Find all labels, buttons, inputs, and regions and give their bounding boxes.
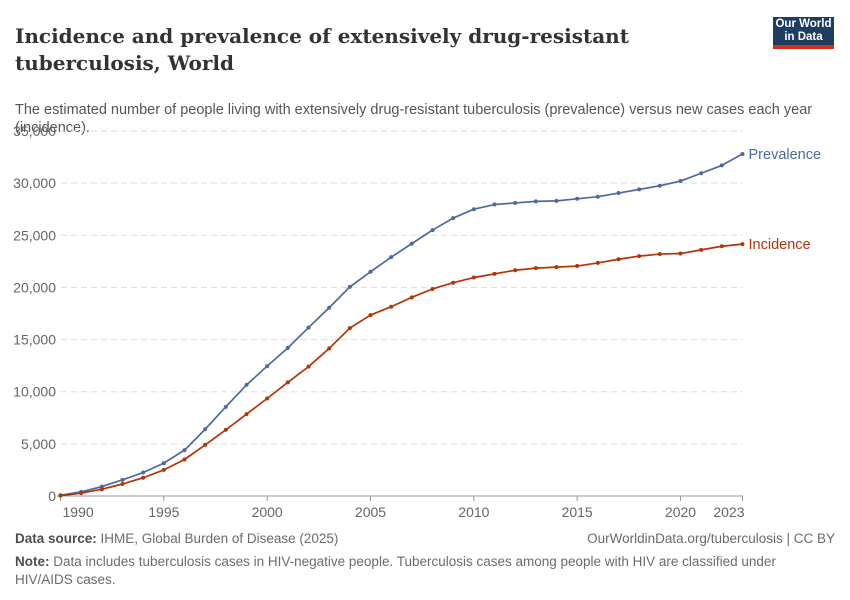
data-point-prevalence[interactable] (306, 325, 311, 330)
x-axis-tick-label: 2015 (562, 504, 593, 520)
data-point-incidence[interactable] (79, 491, 84, 496)
line-chart-canvas[interactable]: 0 5,000 10,000 15,000 20,000 25,000 30,000 35,0… (0, 120, 850, 530)
data-point-incidence[interactable] (740, 242, 745, 247)
data-point-incidence[interactable] (141, 475, 146, 480)
x-axis-tick-label: 2020 (665, 504, 696, 520)
series-line-incidence (59, 243, 744, 497)
data-point-prevalence[interactable] (265, 364, 270, 369)
x-axis-tick-label: 2005 (355, 504, 386, 520)
data-point-prevalence[interactable] (657, 183, 662, 188)
data-source-label: Data source: (15, 531, 97, 546)
data-point-prevalence[interactable] (471, 207, 476, 212)
data-point-incidence[interactable] (554, 265, 559, 270)
data-point-incidence[interactable] (533, 266, 538, 271)
data-point-prevalence[interactable] (327, 305, 332, 310)
data-point-incidence[interactable] (451, 280, 456, 285)
y-axis-tick-label: 30,000 (13, 175, 56, 191)
data-point-incidence[interactable] (347, 326, 352, 331)
data-point-prevalence[interactable] (430, 228, 435, 233)
data-point-prevalence[interactable] (244, 382, 249, 387)
data-point-incidence[interactable] (306, 364, 311, 369)
y-axis-tick-label: 5,000 (21, 436, 56, 452)
data-point-prevalence[interactable] (699, 171, 704, 176)
owid-logo[interactable]: Our World in Data (773, 17, 834, 49)
data-point-prevalence[interactable] (616, 191, 621, 196)
data-point-prevalence[interactable] (182, 448, 187, 453)
y-axis-tick-label: 35,000 (13, 123, 56, 139)
x-axis-tick-label: 2010 (458, 504, 489, 520)
footnote: Note: Data includes tuberculosis cases i… (15, 553, 815, 589)
data-point-incidence[interactable] (409, 295, 414, 300)
data-point-incidence[interactable] (471, 275, 476, 280)
data-point-prevalence[interactable] (595, 194, 600, 199)
data-point-incidence[interactable] (430, 286, 435, 291)
data-point-incidence[interactable] (120, 482, 125, 487)
data-point-incidence[interactable] (368, 313, 373, 318)
series-line-prevalence (59, 153, 744, 497)
note-text: Data includes tuberculosis cases in HIV-… (15, 554, 776, 588)
data-point-prevalence[interactable] (285, 345, 290, 350)
data-point-prevalence[interactable] (120, 477, 125, 482)
page-title: Incidence and prevalence of extensively … (15, 24, 629, 75)
data-point-incidence[interactable] (575, 264, 580, 269)
series-label-prevalence[interactable]: Prevalence (749, 147, 822, 163)
owid-logo-text: Our World in Data (775, 18, 832, 43)
data-point-prevalence[interactable] (513, 200, 518, 205)
data-point-prevalence[interactable] (554, 198, 559, 203)
data-point-incidence[interactable] (58, 493, 63, 498)
data-point-prevalence[interactable] (451, 216, 456, 221)
x-axis-tick-label: 2023 (713, 504, 744, 520)
data-point-prevalence[interactable] (389, 255, 394, 260)
data-source-text: IHME, Global Burden of Disease (2025) (96, 531, 339, 546)
data-point-prevalence[interactable] (492, 202, 497, 207)
data-point-incidence[interactable] (244, 412, 249, 417)
data-point-prevalence[interactable] (678, 179, 683, 184)
data-point-prevalence[interactable] (223, 404, 228, 409)
data-point-prevalence[interactable] (203, 427, 208, 432)
data-point-prevalence[interactable] (637, 187, 642, 192)
y-axis-tick-label: 15,000 (13, 332, 56, 348)
footer: Data source: IHME, Global Burden of Dise… (15, 531, 835, 546)
x-axis-tick-label: 1995 (148, 504, 179, 520)
data-point-incidence[interactable] (492, 271, 497, 276)
data-point-incidence[interactable] (99, 487, 104, 492)
series-label-incidence[interactable]: Incidence (749, 237, 811, 253)
y-axis-tick-label: 0 (48, 488, 56, 504)
data-point-incidence[interactable] (719, 244, 724, 249)
data-point-incidence[interactable] (657, 252, 662, 257)
data-point-prevalence[interactable] (575, 196, 580, 201)
data-point-prevalence[interactable] (740, 151, 745, 156)
data-point-incidence[interactable] (699, 247, 704, 252)
data-point-incidence[interactable] (161, 467, 166, 472)
data-source-line: Data source: IHME, Global Burden of Dise… (15, 531, 338, 546)
data-point-incidence[interactable] (595, 260, 600, 265)
chart-subtitle: The estimated number of people living wi… (15, 101, 813, 137)
x-axis-tick-label: 2000 (252, 504, 283, 520)
data-point-incidence[interactable] (223, 427, 228, 432)
data-point-incidence[interactable] (389, 304, 394, 309)
note-label: Note: (15, 554, 50, 569)
x-axis-tick-label: 1990 (63, 504, 94, 520)
data-point-prevalence[interactable] (719, 163, 724, 168)
data-point-incidence[interactable] (513, 268, 518, 273)
data-point-prevalence[interactable] (533, 199, 538, 204)
data-point-incidence[interactable] (203, 442, 208, 447)
y-axis-tick-label: 25,000 (13, 227, 56, 243)
data-point-prevalence[interactable] (368, 269, 373, 274)
data-point-incidence[interactable] (616, 257, 621, 262)
data-point-prevalence[interactable] (141, 470, 146, 475)
y-axis-tick-label: 10,000 (13, 384, 56, 400)
data-point-prevalence[interactable] (161, 461, 166, 466)
y-axis-tick-label: 20,000 (13, 279, 56, 295)
data-point-incidence[interactable] (327, 346, 332, 351)
data-point-incidence[interactable] (678, 251, 683, 256)
data-point-prevalence[interactable] (409, 241, 414, 246)
owid-url-link[interactable]: OurWorldinData.org/tuberculosis | CC BY (587, 531, 835, 546)
data-point-incidence[interactable] (265, 396, 270, 401)
data-point-incidence[interactable] (182, 457, 187, 462)
data-point-incidence[interactable] (637, 254, 642, 259)
data-point-incidence[interactable] (285, 380, 290, 385)
data-point-prevalence[interactable] (347, 284, 352, 289)
